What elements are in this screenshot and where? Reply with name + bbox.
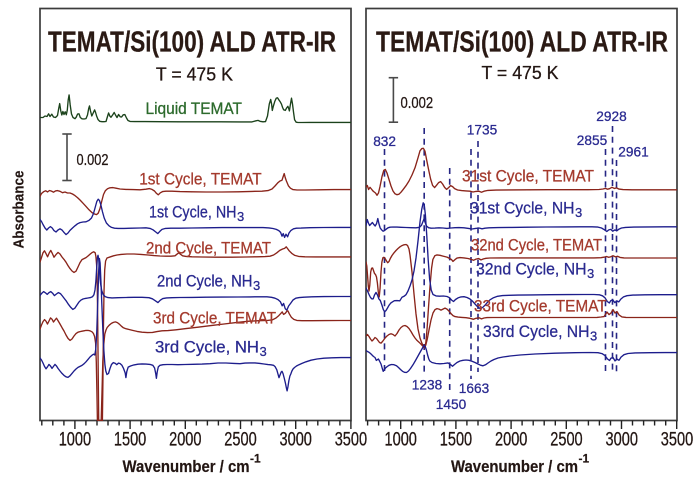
- svg-text:33rd Cycle, NH: 33rd Cycle, NH: [483, 322, 590, 341]
- svg-text:2500: 2500: [550, 430, 582, 451]
- svg-text:Absorbance: Absorbance: [11, 171, 28, 249]
- svg-text:3: 3: [587, 266, 594, 281]
- svg-text:1000: 1000: [385, 430, 417, 451]
- svg-text:2855: 2855: [577, 132, 608, 148]
- svg-text:TEMAT/Si(100) ALD ATR-IR: TEMAT/Si(100) ALD ATR-IR: [376, 27, 668, 59]
- svg-text:T = 475 K: T = 475 K: [156, 65, 233, 85]
- svg-text:2500: 2500: [224, 430, 256, 451]
- svg-text:3: 3: [237, 209, 244, 224]
- svg-text:Wavenumber / cm: Wavenumber / cm: [451, 457, 578, 476]
- svg-text:33rd Cycle, TEMAT: 33rd Cycle, TEMAT: [474, 297, 607, 316]
- svg-text:2000: 2000: [495, 430, 527, 451]
- svg-text:2nd Cycle, TEMAT: 2nd Cycle, TEMAT: [146, 239, 271, 258]
- svg-text:3: 3: [253, 278, 260, 293]
- svg-text:TEMAT/Si(100) ALD ATR-IR: TEMAT/Si(100) ALD ATR-IR: [48, 27, 336, 59]
- svg-text:-1: -1: [579, 452, 590, 466]
- svg-text:832: 832: [373, 133, 396, 149]
- svg-text:3rd Cycle, NH: 3rd Cycle, NH: [155, 338, 259, 357]
- svg-text:32nd Cycle, NH: 32nd Cycle, NH: [476, 260, 587, 279]
- svg-text:1663: 1663: [459, 380, 490, 396]
- svg-text:32nd Cycle, TEMAT: 32nd Cycle, TEMAT: [471, 236, 602, 255]
- svg-text:3500: 3500: [335, 430, 367, 451]
- svg-text:31st Cycle, TEMAT: 31st Cycle, TEMAT: [462, 167, 594, 186]
- svg-text:1238: 1238: [412, 377, 443, 393]
- svg-text:3: 3: [575, 205, 582, 220]
- svg-text:31st Cycle, NH: 31st Cycle, NH: [470, 199, 575, 218]
- svg-text:1450: 1450: [436, 396, 467, 412]
- svg-text:T = 475 K: T = 475 K: [482, 63, 559, 83]
- svg-text:1000: 1000: [59, 430, 91, 451]
- svg-text:2961: 2961: [618, 144, 649, 160]
- svg-text:Liquid TEMAT: Liquid TEMAT: [146, 100, 243, 118]
- svg-text:1735: 1735: [467, 122, 498, 138]
- svg-text:2928: 2928: [596, 108, 627, 124]
- svg-text:3500: 3500: [661, 430, 693, 451]
- svg-text:-1: -1: [250, 452, 261, 466]
- svg-text:0.002: 0.002: [77, 152, 109, 169]
- svg-text:3000: 3000: [280, 430, 312, 451]
- svg-text:1500: 1500: [114, 430, 146, 451]
- svg-text:3000: 3000: [606, 430, 638, 451]
- svg-text:3rd Cycle, TEMAT: 3rd Cycle, TEMAT: [153, 309, 276, 328]
- svg-text:1st Cycle, NH: 1st Cycle, NH: [149, 203, 237, 222]
- svg-text:Wavenumber / cm: Wavenumber / cm: [123, 457, 250, 476]
- svg-text:3: 3: [260, 344, 267, 359]
- svg-text:1st Cycle, TEMAT: 1st Cycle, TEMAT: [139, 170, 262, 189]
- svg-text:0.002: 0.002: [401, 95, 434, 112]
- svg-text:1500: 1500: [440, 430, 472, 451]
- svg-text:3: 3: [590, 329, 597, 344]
- svg-text:2000: 2000: [169, 430, 201, 451]
- svg-text:2nd Cycle, NH: 2nd Cycle, NH: [157, 272, 253, 291]
